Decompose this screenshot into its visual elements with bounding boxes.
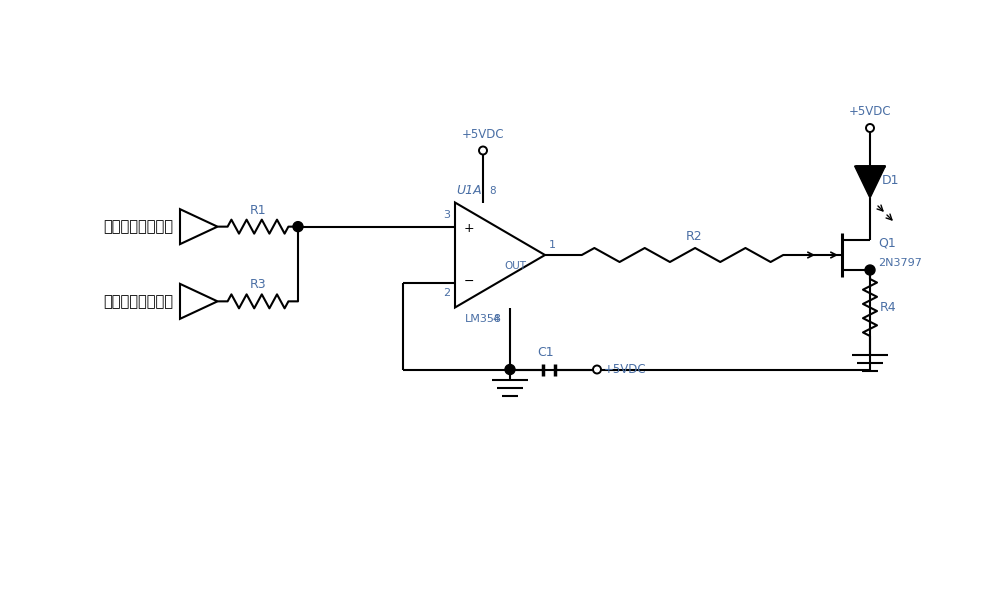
Text: D1: D1: [882, 173, 899, 186]
Circle shape: [293, 221, 303, 232]
Circle shape: [505, 365, 515, 375]
Text: +: +: [464, 222, 474, 235]
Text: −: −: [464, 275, 474, 288]
Text: Q1: Q1: [878, 237, 896, 250]
Text: 交流激光驱动信号: 交流激光驱动信号: [103, 294, 173, 309]
Text: +5VDC: +5VDC: [604, 363, 647, 376]
Text: LM358: LM358: [465, 314, 502, 323]
Polygon shape: [855, 166, 885, 198]
Text: +5VDC: +5VDC: [849, 105, 891, 118]
Circle shape: [593, 365, 601, 373]
Text: R1: R1: [250, 204, 266, 216]
Text: U1A: U1A: [456, 184, 482, 197]
Text: R2: R2: [686, 230, 703, 243]
Text: +5VDC: +5VDC: [462, 127, 504, 140]
Text: 3: 3: [443, 210, 450, 220]
Circle shape: [479, 146, 487, 154]
Text: 1: 1: [549, 240, 556, 250]
Text: C1: C1: [537, 346, 554, 360]
Text: OUT: OUT: [504, 261, 526, 271]
Text: 8: 8: [489, 186, 496, 196]
Text: 2: 2: [443, 288, 450, 298]
Text: R3: R3: [250, 279, 266, 292]
Text: R4: R4: [880, 301, 897, 314]
Text: 4: 4: [493, 314, 500, 323]
Circle shape: [866, 124, 874, 132]
Text: 2N3797: 2N3797: [878, 258, 922, 268]
Circle shape: [865, 265, 875, 275]
Text: 直流激光驱动信号: 直流激光驱动信号: [103, 219, 173, 234]
